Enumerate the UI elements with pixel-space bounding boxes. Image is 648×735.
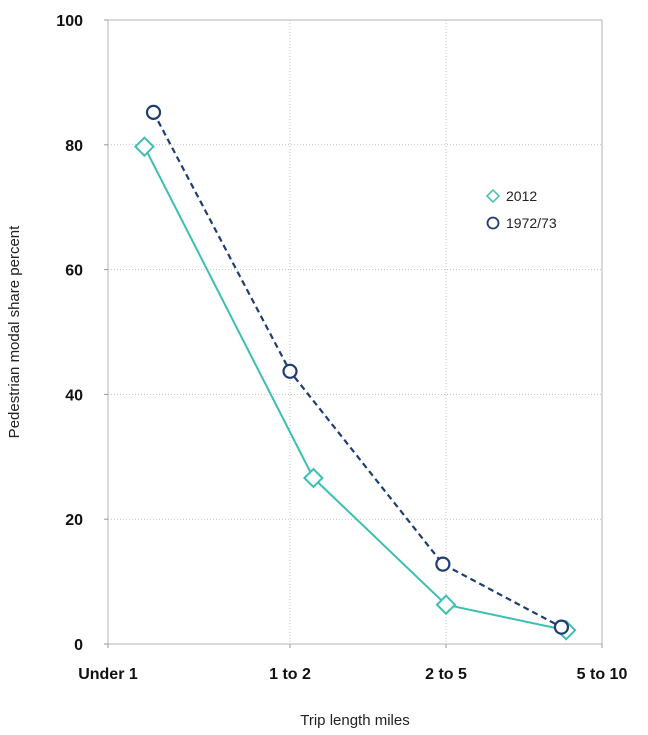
y-tick-label: 80 bbox=[65, 138, 83, 155]
legend-label-1972-73: 1972/73 bbox=[506, 215, 557, 231]
series-line-2012 bbox=[143, 146, 567, 632]
data-point-circle bbox=[435, 556, 451, 572]
y-axis-title: Pedestrian modal share percent bbox=[6, 225, 23, 438]
legend-label-2012: 2012 bbox=[506, 188, 537, 204]
legend-item-1972-73: 1972/73 bbox=[486, 215, 557, 231]
y-axis-ticks: 0 20 40 60 80 100 bbox=[56, 13, 108, 654]
series-line-1972-73 bbox=[152, 111, 562, 629]
data-point-circle bbox=[553, 619, 570, 635]
data-point-circle bbox=[282, 363, 298, 379]
series-layer bbox=[133, 104, 577, 641]
legend-diamond-icon bbox=[485, 188, 501, 204]
x-tick-label: Under 1 bbox=[78, 666, 138, 683]
x-axis-ticks: Under 1 1 to 2 2 to 5 5 to 10 bbox=[78, 644, 627, 683]
legend-item-2012: 2012 bbox=[485, 188, 537, 204]
y-tick-label: 40 bbox=[65, 387, 83, 404]
plot-frame bbox=[107, 19, 603, 645]
x-tick-label: 2 to 5 bbox=[425, 666, 467, 683]
data-point-diamond bbox=[435, 594, 457, 616]
y-tick-label: 100 bbox=[56, 13, 83, 30]
y-tick-label: 0 bbox=[74, 637, 83, 654]
legend-circle-icon bbox=[486, 216, 500, 230]
grid bbox=[108, 20, 602, 644]
legend: 2012 1972/73 bbox=[485, 188, 557, 231]
data-point-circle bbox=[145, 104, 162, 120]
y-tick-label: 20 bbox=[65, 512, 83, 529]
data-point-diamond bbox=[302, 467, 324, 489]
data-point-diamond bbox=[133, 136, 155, 158]
x-tick-label: 1 to 2 bbox=[269, 666, 311, 683]
x-axis-title: Trip length miles bbox=[300, 712, 409, 729]
y-tick-label: 60 bbox=[65, 263, 83, 280]
x-tick-label: 5 to 10 bbox=[577, 666, 628, 683]
